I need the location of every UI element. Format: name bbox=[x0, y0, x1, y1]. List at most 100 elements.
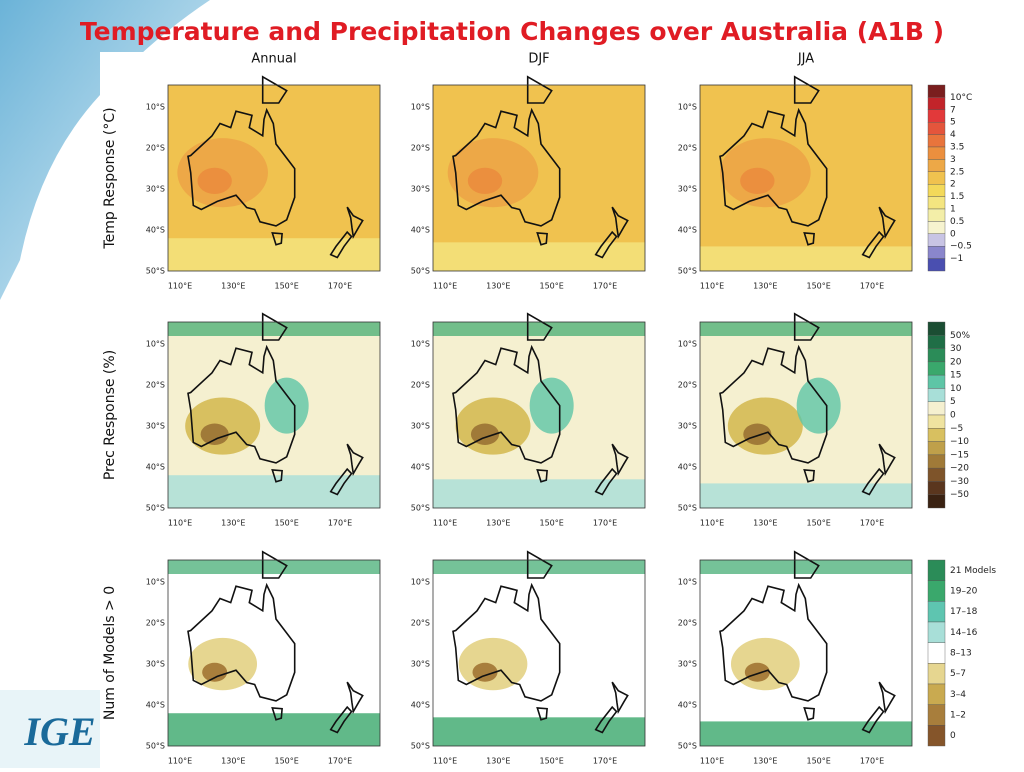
coastline bbox=[346, 443, 364, 476]
lon-tick-label: 170°E bbox=[593, 519, 617, 528]
lon-tick-label: 110°E bbox=[168, 519, 192, 528]
coastline bbox=[526, 312, 553, 341]
colorbar-label: 50% bbox=[950, 331, 970, 341]
column-header: DJF bbox=[528, 52, 549, 67]
lon-tick-label: 150°E bbox=[275, 519, 299, 528]
colorbar-label: 2.5 bbox=[950, 167, 964, 177]
column-header: Annual bbox=[251, 52, 296, 67]
lon-tick-label: 150°E bbox=[807, 282, 831, 291]
coastline bbox=[261, 312, 288, 341]
coastline bbox=[719, 582, 828, 702]
colorbar-box bbox=[927, 221, 946, 234]
lat-tick-label: 40°S bbox=[411, 701, 430, 710]
map-background bbox=[700, 560, 912, 746]
colorbar-label: 8–13 bbox=[950, 649, 972, 659]
lat-tick-label: 20°S bbox=[411, 381, 430, 390]
map-northern-band bbox=[700, 322, 912, 336]
colorbar-label: 30 bbox=[950, 344, 962, 354]
coastline bbox=[803, 232, 815, 246]
row-label: Prec Response (%) bbox=[102, 350, 118, 480]
lat-tick-label: 40°S bbox=[411, 226, 430, 235]
lon-tick-label: 110°E bbox=[168, 757, 192, 766]
lat-tick-label: 40°S bbox=[146, 226, 165, 235]
colorbar-label: −0.5 bbox=[950, 242, 972, 252]
lat-tick-label: 50°S bbox=[678, 504, 697, 513]
lat-tick-label: 40°S bbox=[678, 463, 697, 472]
map-frame bbox=[699, 84, 913, 272]
lon-tick-label: 110°E bbox=[433, 282, 457, 291]
lat-tick-label: 20°S bbox=[678, 619, 697, 628]
map-southern-band bbox=[433, 717, 645, 746]
lat-tick-label: 10°S bbox=[678, 340, 697, 349]
lon-tick-label: 130°E bbox=[486, 519, 510, 528]
map-southern-band bbox=[700, 483, 912, 508]
colorbar-label: 7 bbox=[950, 105, 956, 115]
colorbar-box bbox=[927, 134, 946, 148]
lat-tick-label: 30°S bbox=[678, 660, 697, 669]
colorbar-box bbox=[927, 374, 946, 389]
colorbar-box bbox=[927, 580, 946, 602]
lat-tick-label: 30°S bbox=[411, 185, 430, 194]
coastline bbox=[611, 206, 629, 239]
colorbar-box bbox=[927, 258, 946, 272]
map-northern-band bbox=[168, 322, 380, 336]
map-shading bbox=[529, 377, 574, 434]
lat-tick-label: 20°S bbox=[146, 381, 165, 390]
map-southern-band bbox=[700, 721, 912, 746]
coastline bbox=[803, 469, 815, 483]
colorbar-label: 1–2 bbox=[950, 711, 966, 721]
colorbar-box bbox=[927, 109, 946, 123]
lat-tick-label: 40°S bbox=[678, 701, 697, 710]
colorbar-label: −15 bbox=[950, 450, 969, 460]
map-shading bbox=[467, 167, 503, 194]
lat-tick-label: 20°S bbox=[146, 144, 165, 153]
map-shading bbox=[202, 662, 228, 682]
colorbar-label: 15 bbox=[950, 371, 961, 381]
map-frame bbox=[167, 84, 381, 272]
colorbar-box bbox=[927, 401, 946, 416]
colorbar-label: 14–16 bbox=[950, 628, 978, 638]
lat-tick-label: 50°S bbox=[146, 267, 165, 276]
lat-tick-label: 40°S bbox=[411, 463, 430, 472]
map-southern-band bbox=[700, 246, 912, 271]
lat-tick-label: 20°S bbox=[146, 619, 165, 628]
colorbar-box bbox=[927, 335, 946, 349]
lon-tick-label: 130°E bbox=[486, 282, 510, 291]
lon-tick-label: 170°E bbox=[328, 282, 352, 291]
coastline bbox=[329, 705, 353, 734]
colorbar-box bbox=[927, 159, 946, 172]
colorbar-label: 3 bbox=[950, 155, 956, 165]
lat-tick-label: 50°S bbox=[411, 504, 430, 513]
lat-tick-label: 20°S bbox=[411, 619, 430, 628]
colorbar-label: 19–20 bbox=[950, 587, 978, 597]
coastline bbox=[878, 206, 896, 239]
lat-tick-label: 10°S bbox=[411, 103, 430, 112]
coastline bbox=[803, 707, 815, 721]
coastline bbox=[611, 443, 629, 476]
coastline bbox=[861, 230, 885, 259]
coastline bbox=[878, 443, 896, 476]
map-northern-band bbox=[700, 560, 912, 574]
colorbar-box bbox=[927, 348, 946, 363]
colorbar-box bbox=[927, 441, 946, 456]
map-shading bbox=[796, 377, 841, 434]
coastline bbox=[271, 232, 283, 246]
coastline bbox=[452, 344, 561, 464]
colorbar-box bbox=[927, 621, 946, 643]
coastline bbox=[187, 582, 296, 702]
lon-tick-label: 110°E bbox=[433, 519, 457, 528]
coastline bbox=[329, 230, 353, 259]
map-shading bbox=[743, 423, 772, 445]
coastline bbox=[346, 681, 364, 714]
colorbar-label: 0 bbox=[950, 731, 956, 741]
map-southern-band bbox=[433, 479, 645, 508]
colorbar-label: 3–4 bbox=[950, 690, 966, 700]
lat-tick-label: 50°S bbox=[411, 742, 430, 751]
colorbar-label: 1.5 bbox=[950, 192, 964, 202]
colorbar-box bbox=[927, 428, 946, 442]
colorbar-box bbox=[927, 454, 946, 469]
lat-tick-label: 10°S bbox=[146, 578, 165, 587]
lat-tick-label: 30°S bbox=[146, 422, 165, 431]
lat-tick-label: 50°S bbox=[411, 267, 430, 276]
